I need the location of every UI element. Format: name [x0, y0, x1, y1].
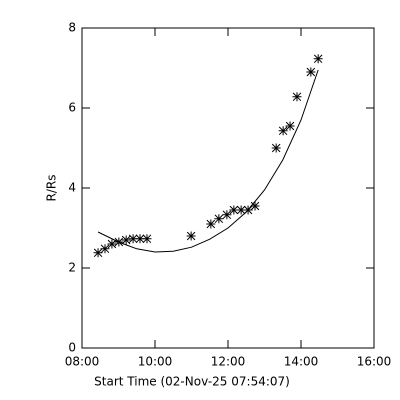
- data-point: [229, 205, 239, 215]
- x-tick-label: 10:00: [138, 355, 173, 369]
- y-tick-label: 0: [68, 341, 76, 355]
- y-tick-label: 8: [68, 21, 76, 35]
- data-point: [186, 231, 196, 241]
- x-tick-label: 12:00: [211, 355, 246, 369]
- data-point: [93, 248, 103, 258]
- x-tick-label: 08:00: [65, 355, 100, 369]
- data-point: [306, 67, 316, 77]
- data-point: [292, 92, 302, 102]
- data-point: [214, 214, 224, 224]
- data-point: [142, 234, 152, 244]
- data-point: [121, 235, 131, 245]
- data-point: [128, 234, 138, 244]
- data-point: [285, 121, 295, 131]
- y-tick-label: 4: [68, 181, 76, 195]
- y-axis-label: R/Rs: [45, 175, 59, 202]
- data-point: [250, 201, 260, 211]
- y-tick-label: 6: [68, 101, 76, 115]
- x-tick-label: 14:00: [284, 355, 319, 369]
- fit-curve: [97, 69, 319, 253]
- data-point: [222, 210, 232, 220]
- data-point: [271, 143, 281, 153]
- data-point: [236, 205, 246, 215]
- data-point: [278, 126, 288, 136]
- data-point: [107, 239, 117, 249]
- data-point: [100, 244, 110, 254]
- data-point: [206, 219, 216, 229]
- y-tick-label: 2: [68, 261, 76, 275]
- x-axis-label: Start Time (02-Nov-25 07:54:07): [94, 375, 290, 389]
- x-tick-label: 16:00: [357, 355, 392, 369]
- data-point: [313, 54, 323, 64]
- data-point: [135, 234, 145, 244]
